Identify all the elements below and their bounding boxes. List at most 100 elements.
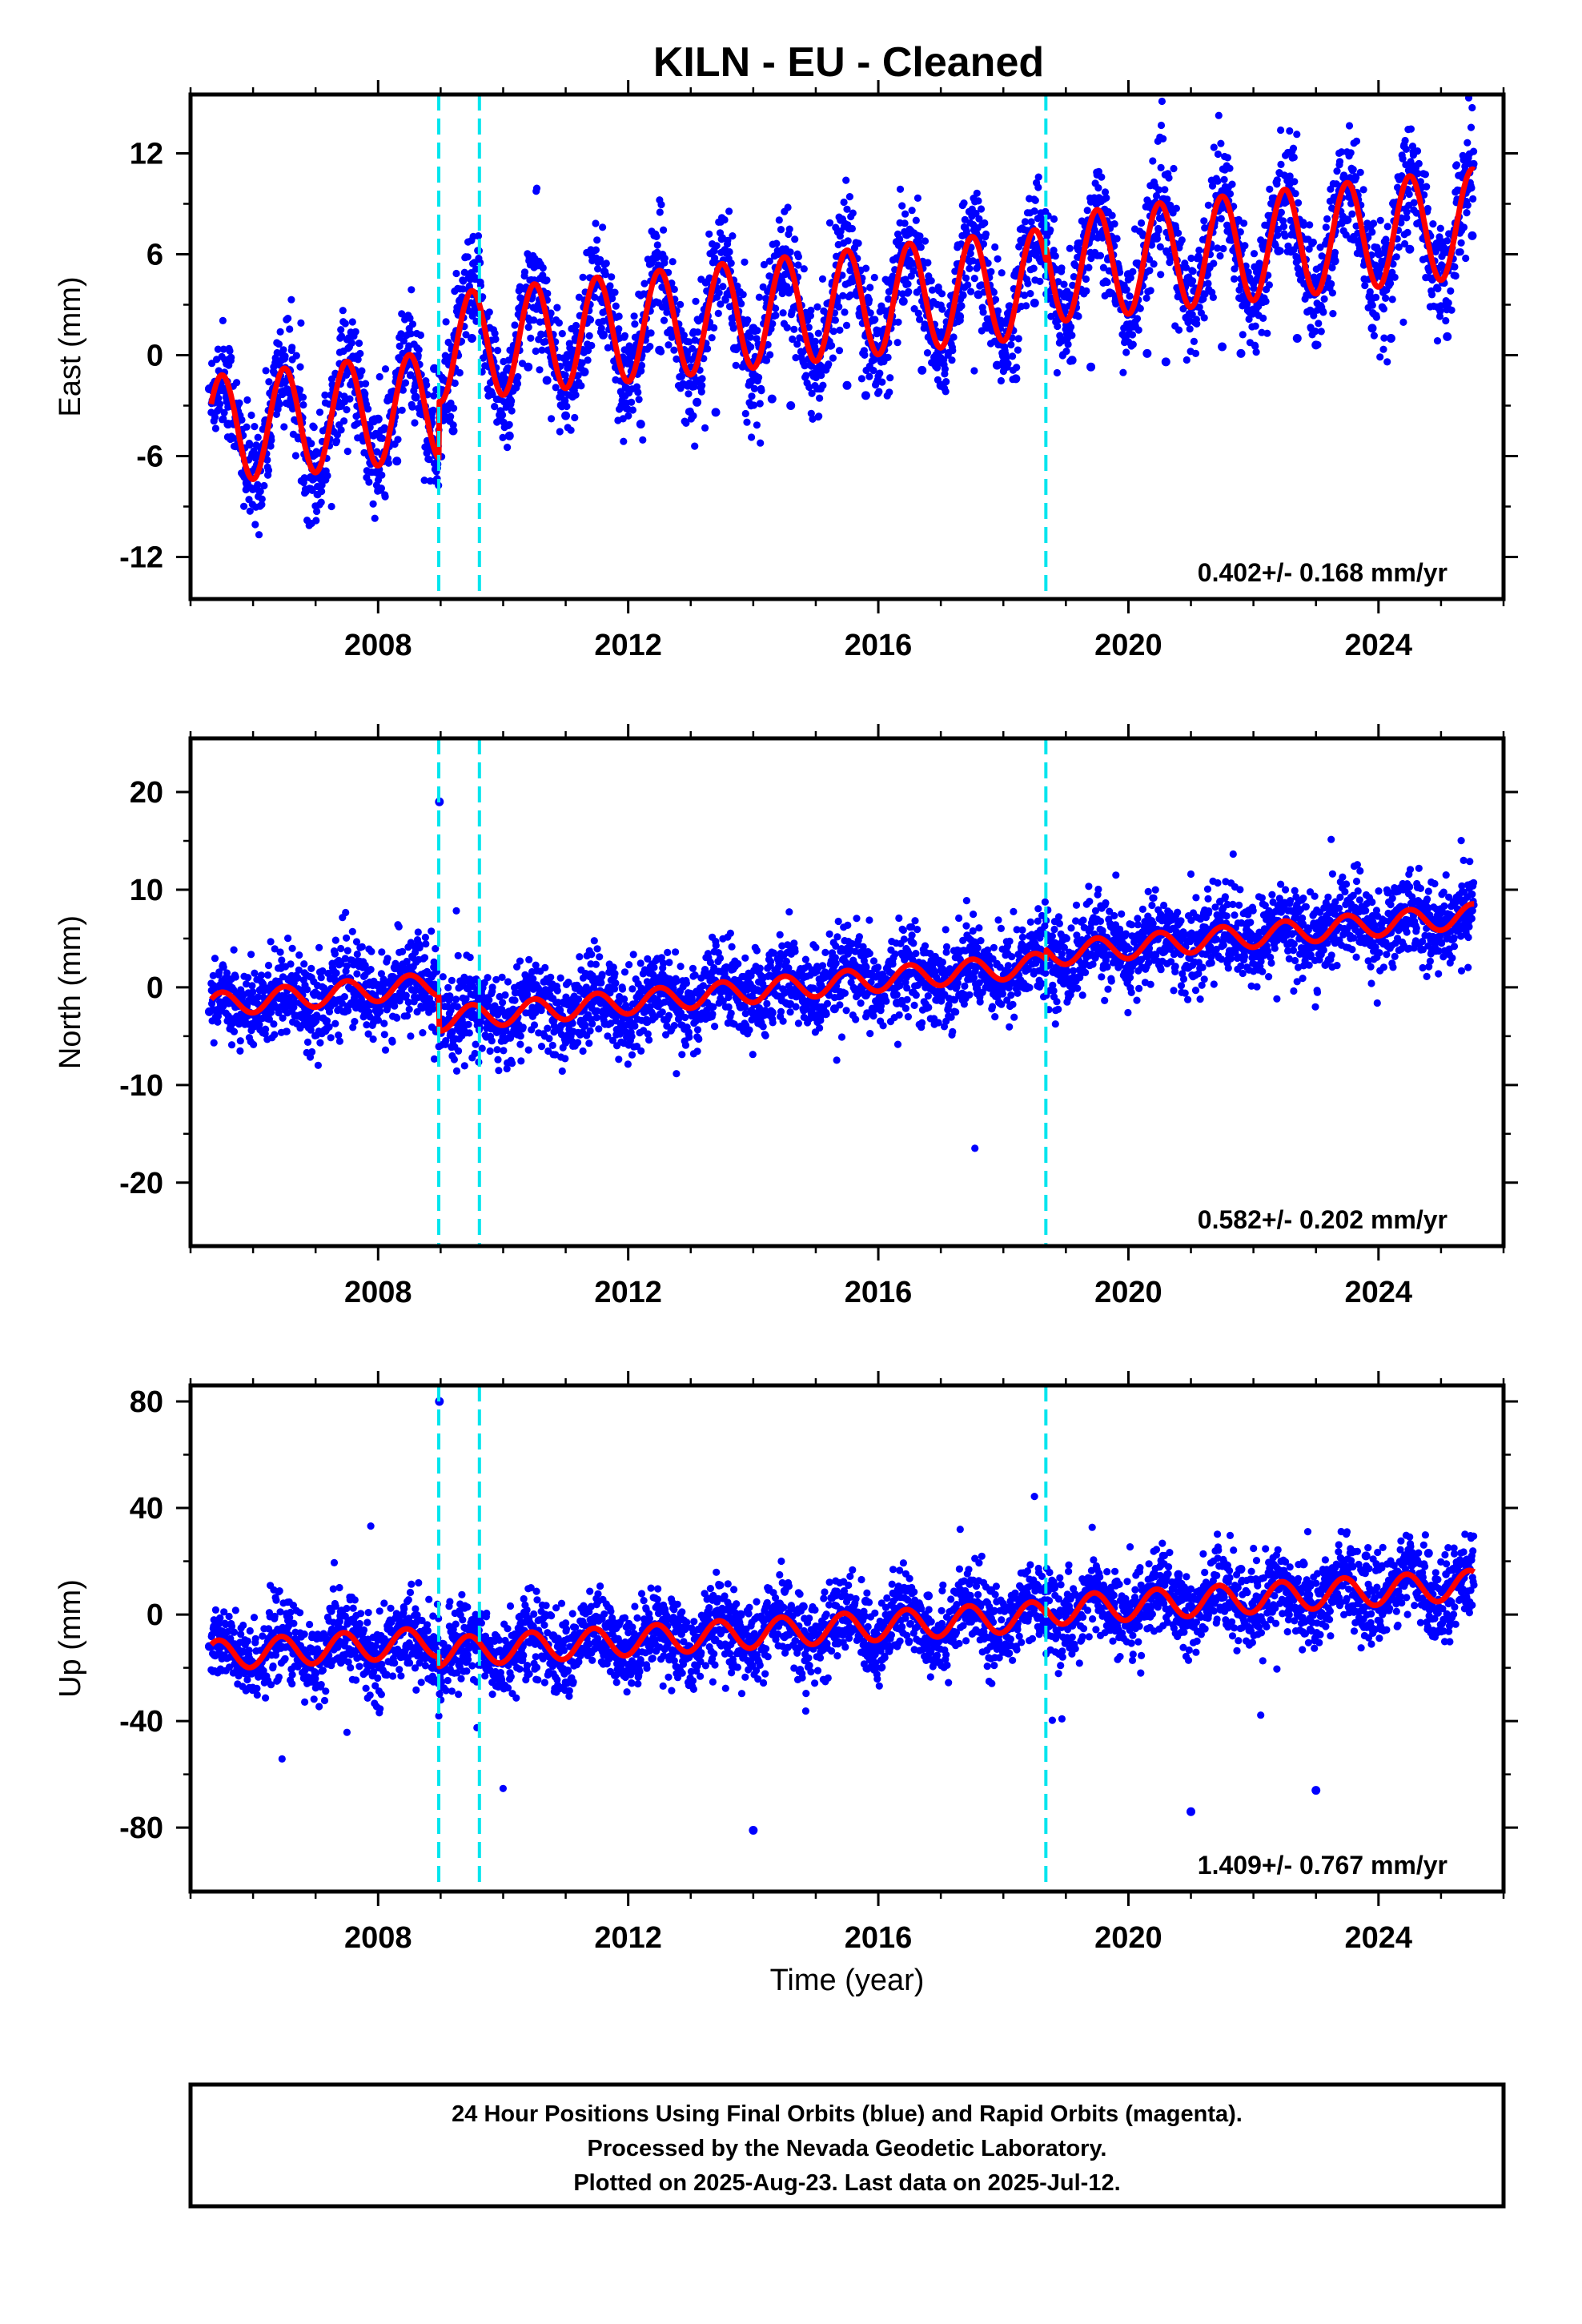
data-point xyxy=(1428,291,1436,299)
data-point xyxy=(1027,218,1035,226)
data-point xyxy=(456,368,464,377)
data-point xyxy=(949,347,957,355)
data-point xyxy=(1154,227,1162,235)
data-point xyxy=(1123,270,1133,279)
data-point xyxy=(698,381,706,389)
data-point xyxy=(1090,226,1098,234)
data-point xyxy=(604,344,612,352)
data-point xyxy=(430,1055,439,1063)
data-point xyxy=(257,971,266,979)
data-point xyxy=(839,292,847,300)
data-point xyxy=(1098,173,1106,181)
data-point xyxy=(392,456,402,466)
data-point xyxy=(849,209,857,217)
data-point xyxy=(411,392,420,402)
data-point xyxy=(693,328,702,336)
data-point xyxy=(494,347,502,355)
data-point xyxy=(348,318,356,326)
data-point xyxy=(308,486,316,495)
data-point xyxy=(353,970,361,978)
data-point xyxy=(255,531,263,539)
data-point xyxy=(753,421,761,429)
data-point xyxy=(1226,164,1234,172)
data-point xyxy=(495,1067,503,1075)
data-point xyxy=(504,444,512,452)
data-point xyxy=(992,360,1002,370)
data-point xyxy=(548,1041,556,1049)
data-point xyxy=(250,1040,258,1048)
data-point xyxy=(1335,158,1344,166)
plot-frame xyxy=(188,92,1506,601)
data-point xyxy=(653,241,661,249)
data-point xyxy=(1150,260,1158,268)
data-point xyxy=(275,400,283,408)
data-point xyxy=(783,324,791,332)
data-point xyxy=(598,330,608,340)
data-point xyxy=(1239,331,1247,339)
data-point xyxy=(464,1020,472,1028)
data-point xyxy=(673,355,681,363)
data-point xyxy=(219,316,227,324)
data-point xyxy=(652,232,661,240)
data-point xyxy=(1274,246,1283,255)
data-point xyxy=(381,493,389,501)
data-point xyxy=(317,974,325,982)
data-point xyxy=(1286,127,1294,135)
data-point xyxy=(697,388,705,396)
chart-title: KILN - EU - Cleaned xyxy=(653,39,1044,86)
data-point xyxy=(347,339,355,347)
data-point xyxy=(1108,211,1116,219)
data-point xyxy=(584,356,592,364)
data-point xyxy=(251,521,259,529)
data-point xyxy=(265,378,273,386)
data-point xyxy=(1220,175,1228,183)
data-point xyxy=(343,406,351,414)
data-point xyxy=(258,495,266,503)
data-point xyxy=(1309,238,1317,247)
data-point xyxy=(1401,136,1409,145)
data-point xyxy=(916,316,924,324)
data-point xyxy=(1189,277,1197,285)
data-point xyxy=(713,242,721,250)
data-point xyxy=(464,253,472,261)
data-point xyxy=(315,408,324,416)
data-point xyxy=(1142,294,1150,302)
data-point xyxy=(460,1062,468,1070)
data-cloud xyxy=(207,835,1478,1152)
data-point xyxy=(601,271,610,279)
data-point xyxy=(670,346,678,354)
data-point xyxy=(380,1031,388,1039)
data-point xyxy=(974,290,983,300)
data-point xyxy=(1174,326,1183,334)
data-point xyxy=(558,330,566,338)
data-point xyxy=(343,448,351,456)
data-point xyxy=(739,291,747,299)
data-point xyxy=(447,412,455,420)
data-point xyxy=(1468,231,1477,240)
data-point xyxy=(1421,171,1429,179)
data-point xyxy=(1030,298,1039,308)
data-point xyxy=(966,250,974,258)
data-point xyxy=(552,384,560,392)
data-point xyxy=(1006,302,1014,310)
data-point xyxy=(448,976,456,984)
data-point xyxy=(1069,281,1077,289)
data-point xyxy=(749,324,758,333)
data-point xyxy=(846,267,854,275)
data-point xyxy=(230,946,238,954)
data-point xyxy=(595,1025,603,1033)
data-point xyxy=(1191,349,1200,357)
data-point xyxy=(1379,345,1387,353)
data-point xyxy=(878,378,886,386)
data-point xyxy=(914,309,922,317)
data-point xyxy=(421,933,430,942)
data-point xyxy=(744,316,752,324)
data-point xyxy=(1399,318,1407,326)
data-point xyxy=(588,1019,596,1027)
data-point xyxy=(485,996,493,1004)
data-point xyxy=(800,265,808,273)
data-point xyxy=(1217,215,1225,223)
data-point xyxy=(981,219,989,227)
data-point xyxy=(1101,188,1110,196)
data-point xyxy=(516,957,524,965)
